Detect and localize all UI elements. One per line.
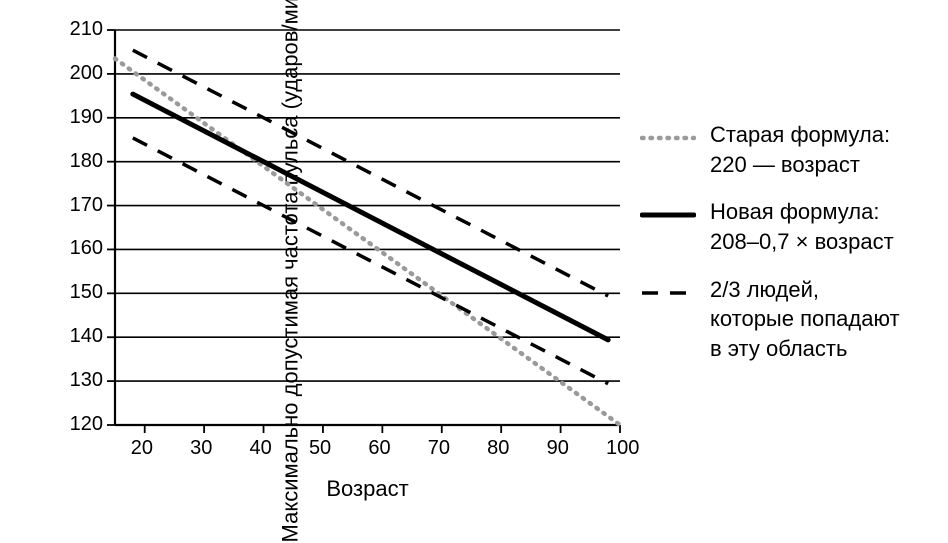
legend-item-band: 2/3 людей, которые попадают в эту област… xyxy=(640,275,900,364)
y-tick-label: 210 xyxy=(70,18,103,41)
legend-swatch-dotted xyxy=(640,124,696,152)
y-tick-label: 160 xyxy=(70,237,103,260)
y-tick-label: 170 xyxy=(70,194,103,217)
y-tick-label: 190 xyxy=(70,106,103,129)
x-tick-label: 80 xyxy=(487,437,509,460)
legend-item-old: Старая формула: 220 — возраст xyxy=(640,120,900,179)
legend-label: в эту область xyxy=(710,334,900,364)
x-tick-label: 40 xyxy=(250,437,272,460)
y-tick-label: 180 xyxy=(70,150,103,173)
legend-label: 208–0,7 × возраст xyxy=(710,227,894,257)
y-tick-label: 200 xyxy=(70,62,103,85)
legend-label: которые попадают xyxy=(710,304,900,334)
x-tick-label: 60 xyxy=(368,437,390,460)
y-tick-label: 130 xyxy=(70,369,103,392)
legend-label: Старая формула: xyxy=(710,120,890,150)
y-tick-label: 140 xyxy=(70,325,103,348)
x-tick-label: 50 xyxy=(309,437,331,460)
x-tick-label: 70 xyxy=(428,437,450,460)
legend-text-new: Новая формула: 208–0,7 × возраст xyxy=(710,197,894,256)
y-tick-label: 120 xyxy=(70,413,103,436)
y-tick-label: 150 xyxy=(70,281,103,304)
legend-text-band: 2/3 людей, которые попадают в эту област… xyxy=(710,275,900,364)
legend-label: 220 — возраст xyxy=(710,150,890,180)
legend-label: 2/3 людей, xyxy=(710,275,900,305)
x-tick-label: 90 xyxy=(547,437,569,460)
x-tick-label: 20 xyxy=(131,437,153,460)
x-axis-label: Возраст xyxy=(326,476,408,502)
legend-item-new: Новая формула: 208–0,7 × возраст xyxy=(640,197,900,256)
legend: Старая формула: 220 — возраст Новая форм… xyxy=(640,120,900,382)
x-tick-label: 30 xyxy=(190,437,212,460)
legend-swatch-solid xyxy=(640,201,696,229)
hr-chart: Максимально допустимая частота пульса (у… xyxy=(0,0,948,520)
legend-text-old: Старая формула: 220 — возраст xyxy=(710,120,890,179)
legend-label: Новая формула: xyxy=(710,197,894,227)
legend-swatch-dashed xyxy=(640,279,696,307)
x-tick-label: 100 xyxy=(606,437,639,460)
